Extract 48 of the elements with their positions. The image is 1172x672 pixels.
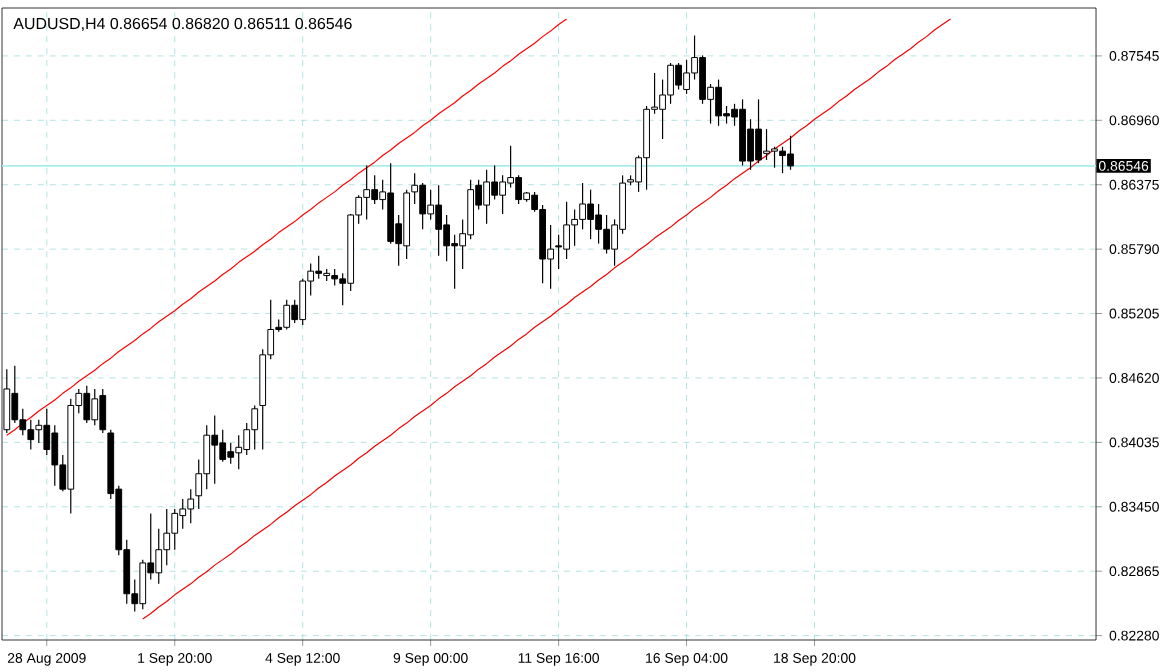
candlestick — [99, 388, 107, 434]
candlestick — [579, 182, 586, 230]
candlestick — [787, 135, 794, 171]
candlestick — [35, 419, 43, 444]
candlestick — [371, 174, 379, 205]
candlestick — [563, 201, 570, 260]
candlestick — [491, 164, 499, 201]
candlestick — [283, 299, 291, 331]
candlestick — [227, 442, 235, 465]
candlestick — [179, 498, 187, 530]
candlestick — [779, 146, 786, 174]
candlestick — [683, 59, 690, 95]
candlestick — [27, 419, 35, 451]
candlestick — [139, 559, 147, 610]
candlestick — [171, 508, 179, 551]
candlestick — [211, 414, 219, 485]
candlestick — [163, 508, 171, 566]
candlestick — [51, 424, 59, 487]
candlestick — [755, 98, 762, 164]
candlestick — [155, 528, 163, 585]
line-series — [6, 18, 568, 436]
candlestick — [667, 62, 674, 105]
candlestick — [771, 146, 778, 169]
candlestick — [587, 189, 594, 240]
candlestick — [11, 365, 19, 424]
candlestick — [595, 203, 602, 245]
candlestick — [715, 78, 722, 127]
candlestick — [419, 182, 427, 230]
candlestick — [91, 388, 99, 426]
candlestick — [235, 434, 243, 470]
candlestick — [435, 184, 443, 257]
candlestick — [499, 174, 506, 215]
candlestick — [603, 214, 610, 255]
candlestick — [299, 278, 307, 326]
candlestick — [515, 174, 522, 205]
candlestick — [203, 424, 211, 490]
candlestick — [315, 255, 323, 280]
candlestick — [251, 404, 259, 451]
candlestick — [83, 385, 91, 424]
candlestick — [467, 179, 475, 240]
candlestick — [571, 208, 578, 247]
candlestick — [675, 62, 682, 91]
candlestick — [363, 164, 371, 220]
candlestick — [483, 169, 491, 225]
candlestick — [699, 54, 706, 105]
candlestick — [219, 429, 227, 463]
candlestick — [187, 488, 195, 524]
candlestick — [763, 128, 770, 161]
